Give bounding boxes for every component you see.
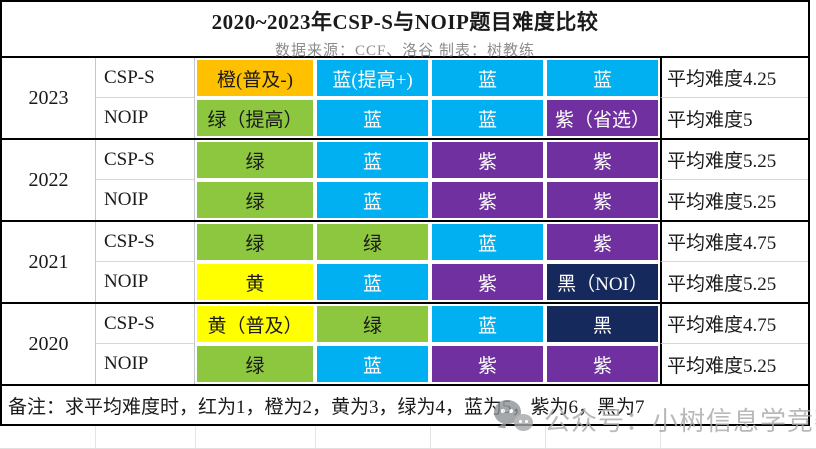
page-subtitle: 数据来源：CCF、洛谷 制表：树教练 (274, 43, 536, 59)
difficulty-cell: 黄（普及） (197, 306, 313, 342)
difficulty-cell: 紫 (547, 224, 658, 260)
gridline (545, 426, 546, 448)
difficulty-cell: 蓝 (432, 60, 543, 96)
difficulty-cell: 绿 (197, 142, 313, 178)
difficulty-cell: 紫（省选） (547, 100, 658, 136)
year-group-2022: 2022 CSP-S 绿 蓝 紫 紫 平均难度5.25 NOIP 绿 蓝 紫 紫… (2, 140, 808, 222)
difficulty-cell: 绿 (197, 182, 313, 218)
wechat-icon (494, 398, 536, 440)
year-group-2020: 2020 CSP-S 黄（普及） 绿 蓝 黑 平均难度4.75 NOIP 绿 蓝… (2, 304, 808, 386)
difficulty-cell: 绿 (317, 224, 428, 260)
difficulty-cell: 紫 (432, 182, 543, 218)
average-cell: 平均难度4.75 (660, 222, 808, 262)
difficulty-cell: 紫 (432, 142, 543, 178)
difficulty-cell: 紫 (432, 346, 543, 382)
page-title: 2020~2023年CSP-S与NOIP题目难度比较 (211, 10, 599, 34)
average-cell: 平均难度5 (660, 98, 808, 138)
average-cell: 平均难度5.25 (660, 140, 808, 180)
table-body: 2023 CSP-S 橙(普及-) 蓝(提高+) 蓝 蓝 平均难度4.25 NO… (0, 58, 810, 386)
year-cell: 2021 (28, 250, 69, 273)
average-cell: 平均难度5.25 (660, 344, 808, 384)
difficulty-cell: 绿 (197, 224, 313, 260)
difficulty-cell: 绿（提高） (197, 100, 313, 136)
difficulty-cell: 蓝 (317, 142, 428, 178)
year-group-2021: 2021 CSP-S 绿 绿 蓝 紫 平均难度4.75 NOIP 黄 蓝 紫 黑… (2, 222, 808, 304)
year-cell: 2022 (28, 168, 69, 191)
difficulty-cell: 蓝 (547, 60, 658, 96)
difficulty-cell: 蓝 (432, 224, 543, 260)
difficulty-cell: 紫 (547, 346, 658, 382)
year-cell: 2023 (28, 86, 69, 109)
contest-cell: CSP-S (95, 58, 195, 98)
contest-cell: CSP-S (95, 222, 195, 262)
difficulty-cell: 紫 (547, 142, 658, 178)
contest-cell: NOIP (95, 262, 195, 302)
difficulty-cell: 黄 (197, 264, 313, 300)
difficulty-cell: 黑（NOI） (547, 264, 658, 300)
difficulty-cell: 紫 (432, 264, 543, 300)
difficulty-cell: 蓝 (317, 100, 428, 136)
average-cell: 平均难度5.25 (660, 262, 808, 302)
difficulty-cell: 蓝 (317, 346, 428, 382)
difficulty-cell: 绿 (317, 306, 428, 342)
average-cell: 平均难度5.25 (660, 180, 808, 220)
difficulty-cell: 蓝 (317, 264, 428, 300)
contest-cell: CSP-S (95, 140, 195, 180)
difficulty-cell: 紫 (547, 182, 658, 218)
year-group-2023: 2023 CSP-S 橙(普及-) 蓝(提高+) 蓝 蓝 平均难度4.25 NO… (2, 58, 808, 140)
difficulty-cell: 橙(普及-) (197, 60, 313, 96)
gridline (315, 426, 316, 448)
difficulty-cell: 绿 (197, 346, 313, 382)
gridline (660, 426, 661, 448)
average-cell: 平均难度4.75 (660, 304, 808, 344)
difficulty-cell: 蓝(提高+) (317, 60, 428, 96)
note-row: 备注：求平均难度时，红为1，橙为2，黄为3，绿为4，蓝为5，紫为6，黑为7 (0, 386, 810, 426)
watermark-text: 公众号：小树信息学竞赛 (544, 406, 816, 436)
contest-cell: NOIP (95, 344, 195, 384)
gridline (95, 426, 96, 448)
year-cell: 2020 (28, 332, 69, 355)
contest-cell: NOIP (95, 180, 195, 220)
difficulty-cell: 蓝 (432, 306, 543, 342)
title-box: 2020~2023年CSP-S与NOIP题目难度比较 数据来源：CCF、洛谷 制… (0, 0, 810, 59)
watermark: 公众号：小树信息学竞赛 (494, 398, 816, 440)
gridline (430, 426, 431, 448)
difficulty-sheet: 2020~2023年CSP-S与NOIP题目难度比较 数据来源：CCF、洛谷 制… (0, 0, 810, 426)
gridline (195, 426, 196, 448)
contest-cell: CSP-S (95, 304, 195, 344)
note-text: 备注：求平均难度时，红为1，橙为2，黄为3，绿为4，蓝为5，紫为6，黑为7 (8, 396, 645, 418)
difficulty-cell: 蓝 (432, 100, 543, 136)
contest-cell: NOIP (95, 98, 195, 138)
difficulty-cell: 黑 (547, 306, 658, 342)
difficulty-cell: 蓝 (317, 182, 428, 218)
average-cell: 平均难度4.25 (660, 58, 808, 98)
